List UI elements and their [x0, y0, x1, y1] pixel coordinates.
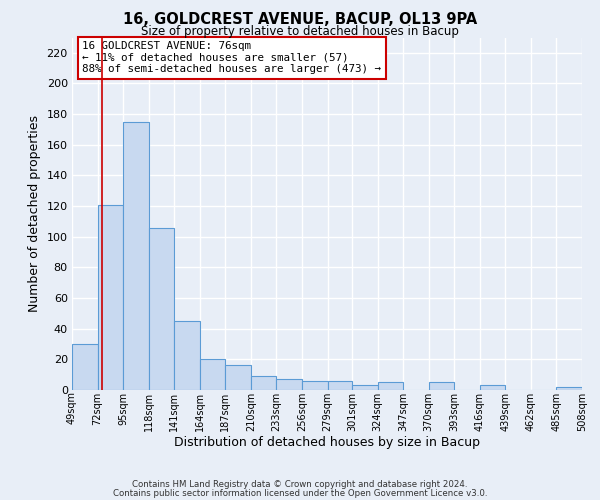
- Bar: [123, 122, 149, 390]
- Bar: [226, 366, 251, 390]
- Text: Size of property relative to detached houses in Bacup: Size of property relative to detached ho…: [141, 25, 459, 38]
- Bar: [98, 204, 123, 390]
- Bar: [377, 382, 403, 390]
- Text: 16, GOLDCREST AVENUE, BACUP, OL13 9PA: 16, GOLDCREST AVENUE, BACUP, OL13 9PA: [123, 12, 477, 28]
- Bar: [72, 344, 98, 390]
- Bar: [428, 382, 454, 390]
- Bar: [251, 376, 277, 390]
- Bar: [277, 380, 302, 390]
- Bar: [174, 321, 200, 390]
- Bar: [200, 360, 226, 390]
- Bar: [480, 386, 505, 390]
- Bar: [328, 381, 352, 390]
- Text: Contains HM Land Registry data © Crown copyright and database right 2024.: Contains HM Land Registry data © Crown c…: [132, 480, 468, 489]
- Bar: [352, 386, 377, 390]
- Bar: [149, 228, 174, 390]
- X-axis label: Distribution of detached houses by size in Bacup: Distribution of detached houses by size …: [174, 436, 480, 450]
- Y-axis label: Number of detached properties: Number of detached properties: [28, 116, 41, 312]
- Bar: [302, 381, 328, 390]
- Text: 16 GOLDCREST AVENUE: 76sqm
← 11% of detached houses are smaller (57)
88% of semi: 16 GOLDCREST AVENUE: 76sqm ← 11% of deta…: [82, 41, 381, 74]
- Text: Contains public sector information licensed under the Open Government Licence v3: Contains public sector information licen…: [113, 488, 487, 498]
- Bar: [556, 387, 582, 390]
